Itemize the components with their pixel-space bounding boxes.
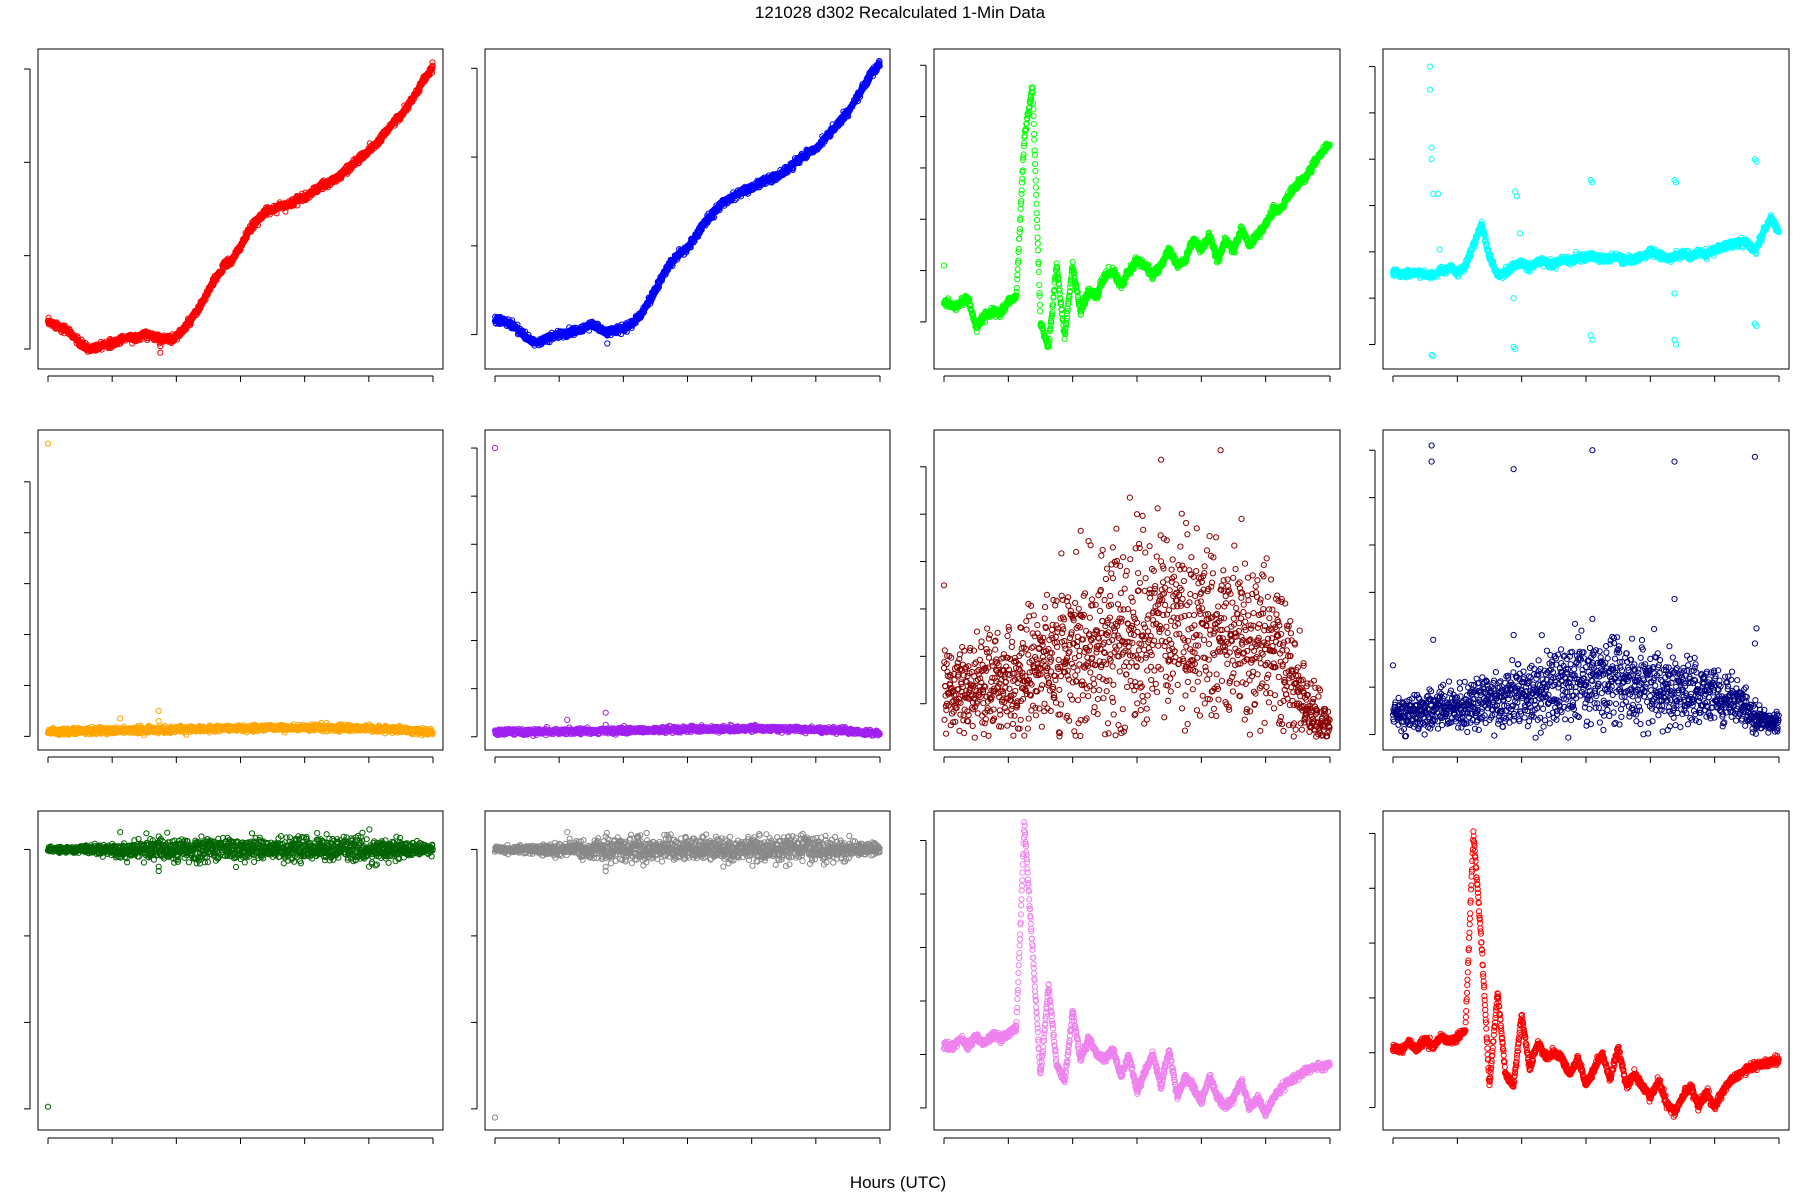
data-points [940,84,1333,351]
figure-title: 121028 d302 Recalculated 1-Min Data [755,3,1046,22]
data-point [1069,258,1076,265]
data-points [1389,63,1782,360]
data-points [44,59,436,356]
data-point [1034,240,1041,247]
data-point [1037,308,1044,315]
data-point [1015,245,1022,252]
data-point [1033,217,1041,224]
outlier-point [940,262,948,269]
data-point [1017,205,1024,212]
data-point [1018,187,1025,194]
data-points [491,57,883,349]
data-point [1032,184,1040,191]
data-point [1030,113,1037,120]
panels-container [24,48,1790,1144]
panel-licor-co2b [1369,48,1790,382]
data-point [1035,247,1042,254]
panel-licor-co2a [920,48,1341,382]
panel-fuel-cell-1 [24,48,444,382]
data-point [1016,235,1023,242]
outlier-point [157,349,164,356]
data-point [1032,161,1039,168]
panel-fuel-cell-2 [471,48,891,382]
outlier-point [604,340,611,347]
data-point [1031,136,1038,143]
data-point [1036,301,1044,308]
data-point [1032,177,1039,184]
data-point [1036,281,1043,288]
data-point [1033,191,1040,198]
plot-frame [37,48,444,370]
data-point [1035,268,1043,275]
data-point [1032,167,1039,175]
data-point [1033,210,1040,217]
plot-frame [1382,48,1790,370]
plot-frame [484,48,891,370]
data-point [1014,266,1021,273]
data-point [1033,200,1040,207]
data-point [1031,130,1038,138]
data-point [1030,120,1037,128]
data-point [1016,226,1024,233]
data-point [1034,234,1041,241]
data-point [1034,224,1041,231]
